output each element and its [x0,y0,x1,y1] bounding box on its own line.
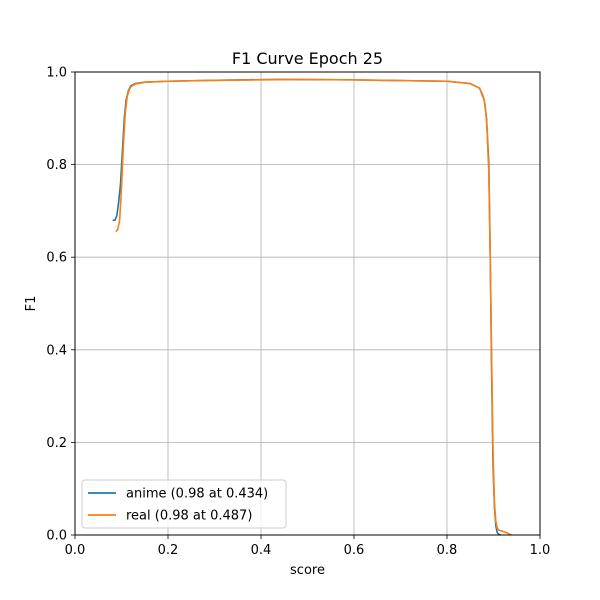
y-tick-label: 0.8 [46,158,67,173]
legend-label-1: real (0.98 at 0.487) [126,509,252,524]
x-tick-label: 0.0 [65,543,86,558]
y-axis-title: F1 [24,296,39,312]
y-tick-label: 1.0 [46,66,67,81]
plot-frame [74,71,541,536]
legend: anime (0.98 at 0.434) real (0.98 at 0.487… [81,479,287,529]
y-tick-label: 0.0 [46,529,67,544]
series-layer [112,78,512,536]
x-tick-label: 0.6 [344,543,365,558]
series-line-1 [115,78,512,536]
x-tick-label: 0.2 [158,543,179,558]
y-tick-label: 0.4 [46,343,67,358]
tick-layer: 0.0 0.2 0.4 0.6 0.8 1.0 0.0 0.2 0.4 0.6 0.8 1.0 [46,66,550,559]
chart-title: F1 Curve Epoch 25 [232,49,383,68]
x-tick-label: 0.8 [437,543,458,558]
legend-box [81,479,287,529]
legend-label-0: anime (0.98 at 0.434) [126,487,268,502]
y-tick-label: 0.2 [46,436,67,451]
y-tick-label: 0.6 [46,251,67,266]
x-tick-label: 1.0 [530,543,551,558]
grid [74,71,541,536]
x-tick-label: 0.4 [251,543,272,558]
x-axis-title: score [290,563,325,578]
